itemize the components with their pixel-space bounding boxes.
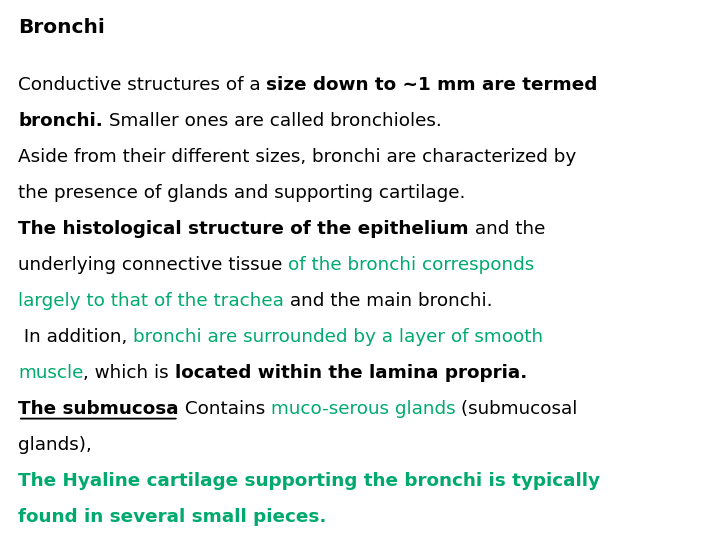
- Text: Smaller ones are called bronchioles.: Smaller ones are called bronchioles.: [103, 112, 441, 130]
- Text: Conductive structures of a: Conductive structures of a: [18, 76, 266, 93]
- Text: muscle: muscle: [18, 363, 84, 382]
- Text: found in several small pieces.: found in several small pieces.: [18, 508, 326, 525]
- Text: Contains: Contains: [179, 400, 271, 417]
- Text: underlying connective tissue: underlying connective tissue: [18, 255, 288, 274]
- Text: Bronchi: Bronchi: [18, 18, 105, 37]
- Text: (submucosal: (submucosal: [455, 400, 577, 417]
- Text: glands),: glands),: [18, 436, 91, 454]
- Text: largely to that of the trachea: largely to that of the trachea: [18, 292, 284, 309]
- Text: size down to ~1 mm are termed: size down to ~1 mm are termed: [266, 76, 598, 93]
- Text: the presence of glands and supporting cartilage.: the presence of glands and supporting ca…: [18, 184, 465, 201]
- Text: The histological structure of the epithelium: The histological structure of the epithe…: [18, 220, 469, 238]
- Text: In addition,: In addition,: [18, 328, 133, 346]
- Text: muco-serous glands: muco-serous glands: [271, 400, 455, 417]
- Text: The submucosa: The submucosa: [18, 400, 179, 417]
- Text: of the bronchi corresponds: of the bronchi corresponds: [288, 255, 534, 274]
- Text: and the main bronchi.: and the main bronchi.: [284, 292, 492, 309]
- Text: , which is: , which is: [84, 363, 175, 382]
- Text: bronchi are surrounded by a layer of smooth: bronchi are surrounded by a layer of smo…: [133, 328, 544, 346]
- Text: and the: and the: [469, 220, 545, 238]
- Text: The Hyaline cartilage supporting the bronchi is typically: The Hyaline cartilage supporting the bro…: [18, 471, 600, 490]
- Text: located within the lamina propria.: located within the lamina propria.: [175, 363, 527, 382]
- Text: bronchi.: bronchi.: [18, 112, 103, 130]
- Text: Aside from their different sizes, bronchi are characterized by: Aside from their different sizes, bronch…: [18, 147, 576, 166]
